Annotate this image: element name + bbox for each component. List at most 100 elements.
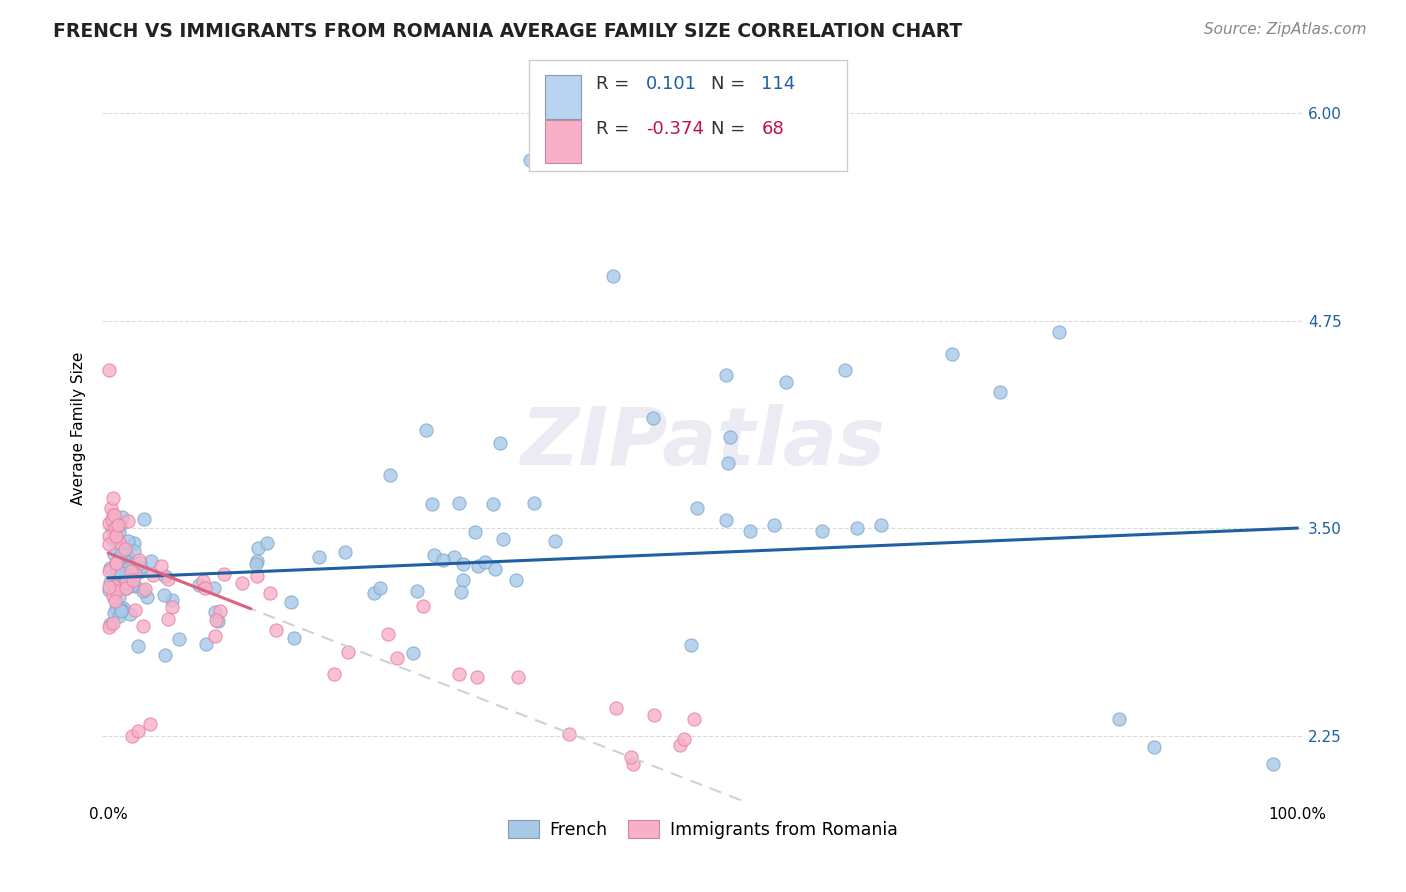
Point bbox=[668, 739, 690, 753]
Point bbox=[641, 410, 664, 425]
Point bbox=[112, 549, 135, 564]
Point bbox=[558, 726, 581, 740]
Point bbox=[683, 712, 706, 726]
Point bbox=[108, 517, 131, 532]
Point bbox=[679, 638, 702, 652]
Point bbox=[111, 510, 134, 524]
Point bbox=[169, 632, 191, 647]
Point bbox=[134, 582, 156, 596]
Point bbox=[98, 575, 121, 590]
Point bbox=[112, 549, 135, 563]
Point bbox=[117, 514, 139, 528]
Point bbox=[101, 616, 124, 631]
Point bbox=[1108, 712, 1130, 726]
Point bbox=[941, 347, 963, 361]
Point bbox=[443, 550, 465, 565]
Point bbox=[98, 537, 121, 551]
Point bbox=[108, 524, 131, 539]
Point bbox=[118, 607, 141, 621]
Point bbox=[621, 757, 644, 772]
Point bbox=[194, 581, 217, 595]
Point bbox=[673, 731, 696, 746]
Point bbox=[132, 619, 155, 633]
Point bbox=[121, 578, 143, 592]
Point bbox=[405, 583, 427, 598]
Point bbox=[105, 561, 128, 575]
Point bbox=[415, 424, 437, 438]
Point bbox=[104, 593, 127, 607]
Point bbox=[245, 568, 267, 582]
Point bbox=[111, 563, 134, 577]
Point bbox=[103, 547, 125, 561]
Point bbox=[114, 543, 136, 558]
Point bbox=[114, 570, 136, 584]
Point bbox=[716, 513, 738, 527]
Point bbox=[115, 549, 138, 563]
Point bbox=[246, 554, 269, 568]
Point bbox=[308, 549, 330, 564]
Y-axis label: Average Family Size: Average Family Size bbox=[72, 351, 86, 505]
Point bbox=[264, 623, 287, 637]
Point bbox=[194, 637, 217, 651]
Point bbox=[101, 491, 124, 506]
Point bbox=[107, 517, 129, 532]
Point bbox=[368, 581, 391, 595]
Point bbox=[193, 574, 215, 588]
Point bbox=[104, 584, 127, 599]
Point bbox=[98, 580, 121, 594]
Point bbox=[156, 612, 179, 626]
Point bbox=[717, 456, 740, 470]
Point bbox=[142, 567, 165, 582]
Point bbox=[602, 268, 624, 283]
Point bbox=[1047, 326, 1070, 340]
Point bbox=[718, 430, 741, 444]
Text: R =: R = bbox=[596, 75, 634, 94]
FancyBboxPatch shape bbox=[546, 75, 581, 119]
Point bbox=[686, 501, 709, 516]
Point bbox=[246, 541, 269, 556]
Point bbox=[105, 556, 128, 570]
Point bbox=[204, 629, 226, 643]
Point bbox=[420, 498, 443, 512]
Point bbox=[505, 574, 527, 588]
Point bbox=[98, 363, 121, 377]
Point bbox=[129, 560, 152, 574]
Point bbox=[101, 533, 124, 547]
Point bbox=[150, 559, 173, 574]
Point bbox=[128, 553, 150, 567]
Point bbox=[377, 627, 399, 641]
Point bbox=[208, 604, 231, 618]
Point bbox=[775, 375, 797, 389]
Point bbox=[117, 534, 139, 549]
Point bbox=[120, 564, 142, 578]
Point bbox=[449, 496, 471, 510]
Point bbox=[157, 572, 180, 586]
Point bbox=[544, 533, 567, 548]
Point bbox=[740, 524, 762, 539]
Point bbox=[110, 547, 132, 561]
Text: 114: 114 bbox=[762, 75, 796, 94]
Point bbox=[160, 593, 183, 607]
Point bbox=[336, 645, 359, 659]
Point bbox=[846, 521, 869, 535]
Point bbox=[98, 561, 121, 575]
Point bbox=[153, 648, 176, 662]
Point bbox=[103, 590, 125, 604]
Text: FRENCH VS IMMIGRANTS FROM ROMANIA AVERAGE FAMILY SIZE CORRELATION CHART: FRENCH VS IMMIGRANTS FROM ROMANIA AVERAG… bbox=[53, 22, 963, 41]
Point bbox=[108, 590, 131, 604]
Point bbox=[385, 650, 408, 665]
Point bbox=[231, 576, 253, 591]
Point bbox=[141, 554, 163, 568]
Text: R =: R = bbox=[596, 120, 634, 138]
Point bbox=[484, 562, 506, 576]
Point bbox=[124, 603, 146, 617]
Point bbox=[115, 575, 138, 590]
Text: Source: ZipAtlas.com: Source: ZipAtlas.com bbox=[1204, 22, 1367, 37]
Point bbox=[988, 384, 1011, 399]
Point bbox=[104, 521, 127, 535]
Point bbox=[114, 582, 136, 596]
Point bbox=[492, 532, 515, 546]
Point bbox=[280, 594, 302, 608]
Point bbox=[103, 607, 125, 621]
Point bbox=[124, 536, 146, 550]
